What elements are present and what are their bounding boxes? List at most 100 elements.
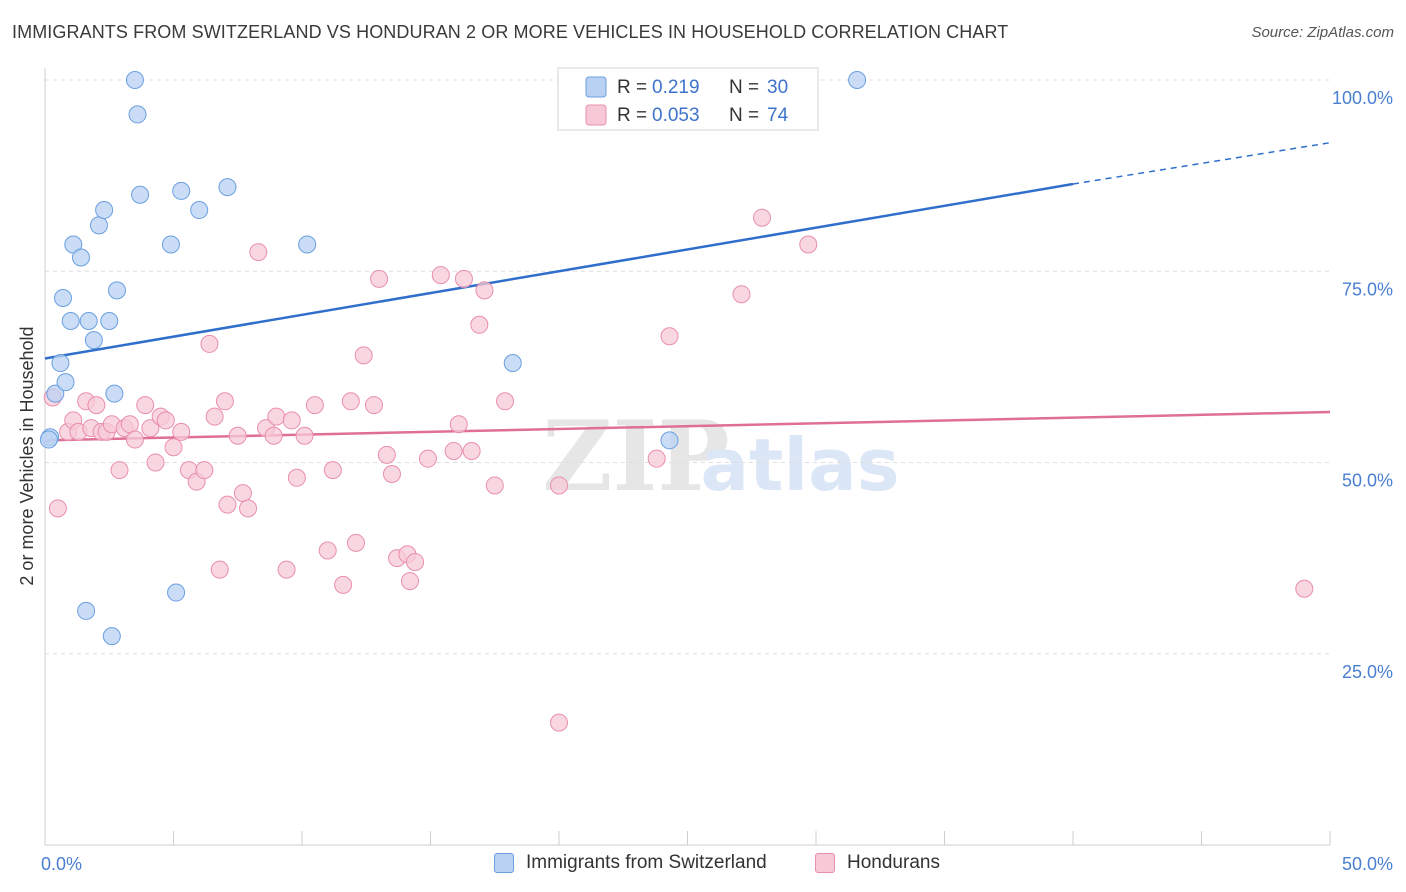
point-1-67 <box>550 713 568 732</box>
point-0-29 <box>39 430 58 449</box>
x-tick-label-1: 50.0% <box>1342 854 1393 874</box>
point-1-59 <box>449 415 468 434</box>
point-0-14 <box>102 627 121 646</box>
point-1-28 <box>218 495 237 514</box>
point-1-58 <box>444 442 463 461</box>
point-1-25 <box>200 334 219 353</box>
point-0-15 <box>105 384 124 403</box>
axes <box>44 68 1331 846</box>
point-0-7 <box>71 248 90 267</box>
stats-swatch-1 <box>585 104 607 126</box>
point-0-27 <box>660 431 679 450</box>
point-1-33 <box>249 243 268 262</box>
watermark: ZIP atlas <box>542 400 899 513</box>
point-1-66 <box>550 476 568 495</box>
point-0-17 <box>125 71 144 89</box>
point-1-48 <box>364 396 383 415</box>
point-1-11 <box>110 461 129 480</box>
point-1-56 <box>418 449 437 468</box>
trend-line-1 <box>44 410 1331 442</box>
legend-item-switzerland[interactable]: Immigrants from Switzerland <box>494 852 767 874</box>
point-1-27 <box>215 392 234 411</box>
legend-label-hondurans: Hondurans <box>847 852 940 873</box>
point-1-50 <box>377 445 396 464</box>
series-legend: Immigrants from Switzerland Hondurans <box>0 852 1406 878</box>
point-0-18 <box>128 105 147 124</box>
point-1-40 <box>295 426 314 445</box>
point-1-65 <box>496 392 515 411</box>
stats-legend: R = 0.219 N = 30 R = 0.053 N = 74 <box>557 67 819 131</box>
point-1-47 <box>354 346 373 365</box>
point-1-44 <box>334 575 353 594</box>
data-points <box>39 71 1314 732</box>
point-0-24 <box>218 178 237 197</box>
point-0-21 <box>167 583 186 602</box>
point-1-55 <box>406 552 425 571</box>
point-1-35 <box>264 426 283 445</box>
trend-line-dashed-0 <box>1072 141 1331 185</box>
point-1-41 <box>305 396 324 415</box>
y-tick-label-1: 50.0% <box>1342 471 1393 491</box>
chart-title: IMMIGRANTS FROM SWITZERLAND VS HONDURAN … <box>12 22 1009 42</box>
point-1-29 <box>210 560 229 579</box>
point-1-39 <box>287 468 306 487</box>
trend-lines <box>44 141 1331 442</box>
point-0-16 <box>107 281 126 300</box>
point-1-26 <box>205 407 224 426</box>
point-1-72 <box>799 235 818 254</box>
point-1-73 <box>1295 579 1314 598</box>
point-0-3 <box>53 289 72 308</box>
point-1-42 <box>318 541 337 560</box>
point-1-60 <box>454 269 473 288</box>
point-1-14 <box>125 430 144 449</box>
legend-swatch-hondurans <box>815 853 835 873</box>
point-1-13 <box>120 415 139 434</box>
point-0-28 <box>848 71 867 89</box>
point-1-45 <box>341 392 360 411</box>
point-0-20 <box>161 235 180 254</box>
point-1-24 <box>195 461 214 480</box>
point-1-1 <box>48 499 67 518</box>
legend-label-switzerland: Immigrants from Switzerland <box>526 852 767 873</box>
point-1-31 <box>233 484 252 503</box>
grid-lines <box>45 79 1330 655</box>
point-1-43 <box>323 461 342 480</box>
point-0-25 <box>298 235 317 254</box>
stats-n-value-0: 30 <box>767 77 788 98</box>
y-tick-label-0: 25.0% <box>1342 662 1393 682</box>
point-1-63 <box>475 281 494 300</box>
point-1-70 <box>732 285 751 304</box>
stats-r-value-1: 0.053 <box>652 105 700 126</box>
stats-r-label-0: R = <box>617 77 647 98</box>
stats-r-value-0: 0.219 <box>652 77 700 98</box>
point-1-20 <box>164 438 183 457</box>
point-0-23 <box>190 201 209 220</box>
point-1-71 <box>753 208 772 227</box>
point-0-1 <box>46 384 65 403</box>
stats-swatch-0 <box>585 76 607 98</box>
stats-n-label-1: N = <box>729 105 759 126</box>
point-1-62 <box>470 315 489 334</box>
point-1-36 <box>267 407 286 426</box>
point-1-15 <box>136 396 155 415</box>
point-1-37 <box>282 411 301 430</box>
point-1-38 <box>277 560 296 579</box>
y-tick-label-2: 75.0% <box>1342 279 1393 299</box>
y-axis-label: 2 or more Vehicles in Household <box>17 326 37 585</box>
stats-n-label-0: N = <box>729 77 759 98</box>
point-0-2 <box>51 354 70 373</box>
watermark-zip: ZIP <box>542 400 729 513</box>
point-0-12 <box>95 201 114 220</box>
point-0-9 <box>79 311 98 330</box>
point-1-51 <box>382 464 401 483</box>
point-1-54 <box>400 572 419 591</box>
point-1-64 <box>485 476 504 495</box>
point-1-49 <box>370 269 389 288</box>
legend-swatch-switzerland <box>494 853 514 873</box>
point-1-61 <box>462 442 481 461</box>
tick-labels: 25.0% 50.0% 75.0% 100.0% 0.0% 50.0% <box>41 88 1393 874</box>
point-1-68 <box>647 449 666 468</box>
point-0-10 <box>84 331 103 350</box>
point-0-22 <box>172 181 191 200</box>
legend-item-hondurans[interactable]: Hondurans <box>815 852 940 874</box>
